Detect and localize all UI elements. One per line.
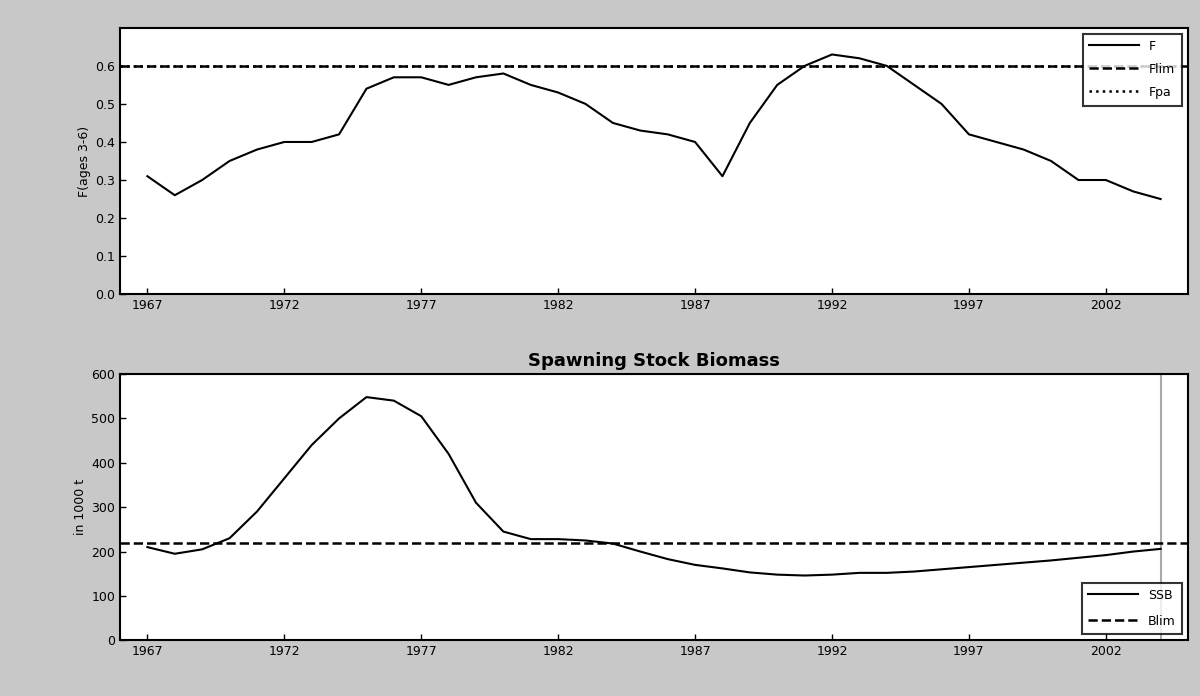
Y-axis label: in 1000 t: in 1000 t <box>74 479 86 535</box>
Legend: F, Flim, Fpa: F, Flim, Fpa <box>1084 34 1182 106</box>
Title: Spawning Stock Biomass: Spawning Stock Biomass <box>528 351 780 370</box>
Y-axis label: F(ages 3-6): F(ages 3-6) <box>78 125 91 196</box>
Legend: SSB, Blim: SSB, Blim <box>1081 583 1182 634</box>
